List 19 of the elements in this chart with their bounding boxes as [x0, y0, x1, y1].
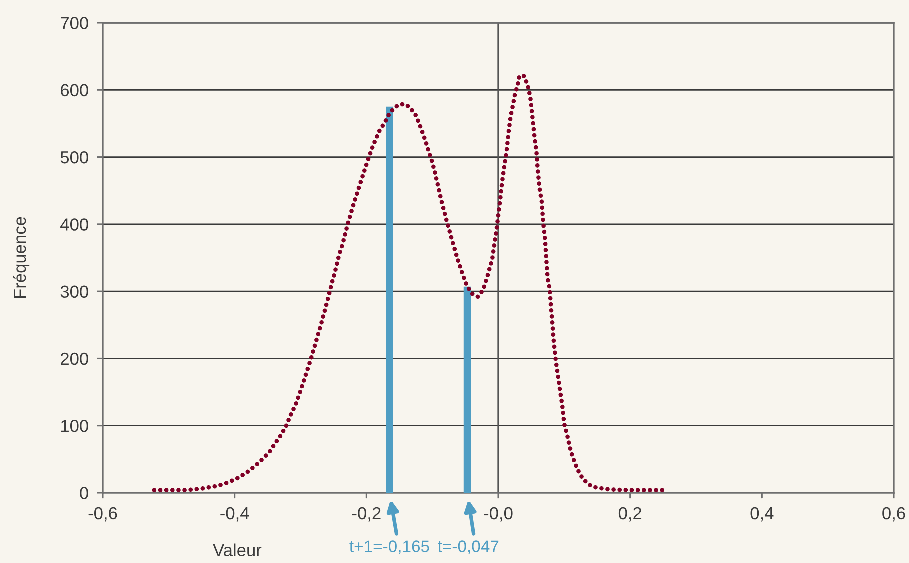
x-tick-label: 0,4	[750, 507, 774, 522]
x-tick-label: -0,0	[484, 507, 513, 522]
y-tick-label: 300	[60, 286, 88, 298]
y-axis-title: Fréquence	[13, 217, 30, 298]
x-tick-label: -0,6	[88, 507, 118, 522]
x-tick-label: 0,6	[882, 507, 906, 522]
x-tick-label: -0,4	[220, 507, 250, 522]
annotation: t+1=-0,165	[350, 540, 430, 554]
y-tick-label: 200	[61, 352, 88, 366]
y-tick-label: 700	[61, 17, 88, 30]
y-tick-label: 600	[61, 84, 88, 97]
annotation: t=-0,047	[438, 540, 499, 554]
y-tick-label: 500	[60, 151, 88, 164]
x-tick-label: 0,2	[618, 507, 642, 522]
x-axis-title: Valeur	[213, 544, 262, 557]
y-tick-label: 0	[80, 487, 88, 500]
y-tick-label: 100	[61, 420, 88, 432]
x-tick-label: -0,2	[352, 507, 381, 522]
y-tick-label: 400	[60, 218, 88, 231]
